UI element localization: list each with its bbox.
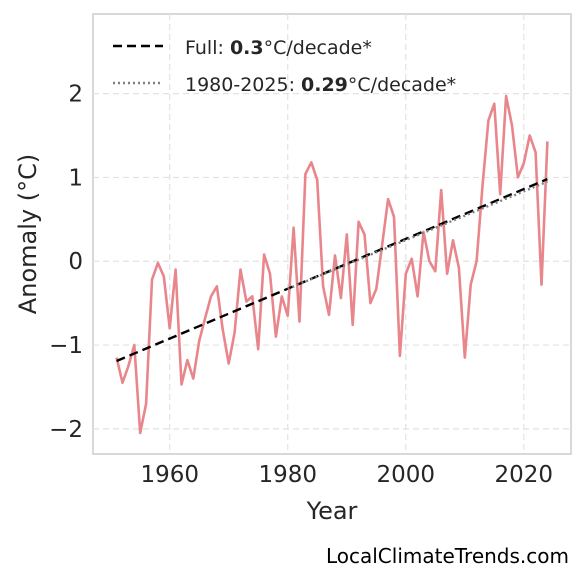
legend-label-prefix: Full:	[185, 37, 230, 59]
y-axis-label: Anomaly (°C)	[14, 154, 42, 314]
x-tick-label: 2000	[376, 462, 435, 488]
legend-label: Full: 0.3°C/decade*	[185, 37, 372, 59]
series-layer	[115, 94, 549, 435]
x-tick-label: 1980	[258, 462, 317, 488]
chart: 1960 1980 2000 2020 −2 −1 0 1 2 Year Anomaly (°…	[14, 13, 572, 525]
trend-full-line	[116, 177, 548, 363]
y-tick-label: −2	[49, 417, 83, 443]
watermark: LocalClimateTrends.com	[325, 544, 569, 568]
x-axis-label: Year	[306, 497, 358, 525]
legend-label-value: 0.3	[230, 37, 264, 59]
plot-area	[92, 13, 572, 455]
grid	[93, 14, 571, 454]
y-tick-label: 1	[68, 165, 83, 191]
x-tick-label: 2020	[495, 462, 554, 488]
legend-label: 1980-2025: 0.29°C/decade*	[185, 74, 456, 96]
x-tick-labels: 1960 1980 2000 2020	[140, 462, 553, 488]
legend-label-value: 0.29	[301, 74, 348, 96]
y-tick-labels: −2 −1 0 1 2	[49, 82, 83, 443]
y-tick-label: 0	[68, 249, 83, 275]
y-tick-label: 2	[68, 82, 83, 108]
trend-recent-line	[287, 180, 548, 291]
anomaly-line	[115, 94, 549, 435]
legend-label-suffix: °C/decade*	[348, 74, 456, 96]
legend-label-prefix: 1980-2025:	[185, 74, 301, 96]
legend-label-suffix: °C/decade*	[264, 37, 372, 59]
legend: Full: 0.3°C/decade*1980-2025: 0.29°C/dec…	[113, 37, 456, 96]
y-tick-label: −1	[49, 333, 83, 359]
x-tick-label: 1960	[140, 462, 199, 488]
